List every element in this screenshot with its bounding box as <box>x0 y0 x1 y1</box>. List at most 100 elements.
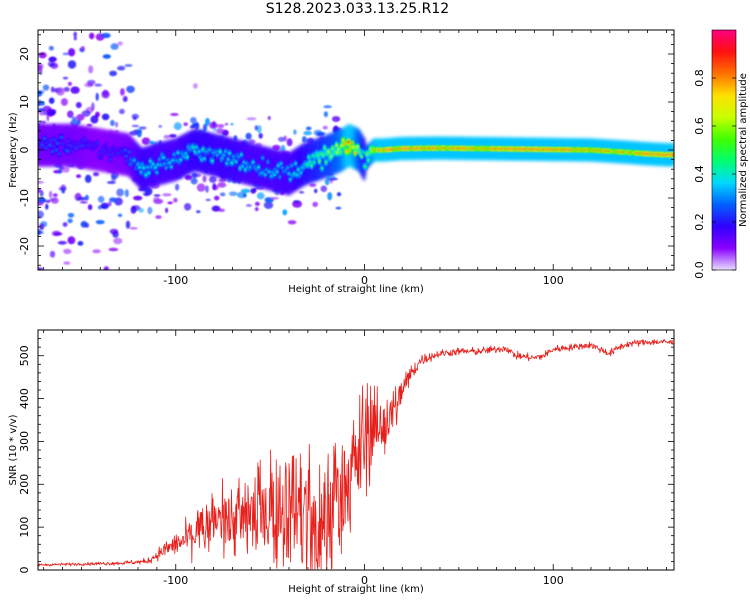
heatmap-cell <box>329 178 333 184</box>
heatmap-cell <box>40 143 44 147</box>
heatmap-cell <box>90 115 99 124</box>
heatmap-cell <box>45 203 49 210</box>
heatmap-cell <box>84 82 94 88</box>
heatmap-cell <box>256 125 262 134</box>
heatmap-cell <box>158 125 162 128</box>
heatmap-cell <box>179 158 183 162</box>
y-tick-label: 100 <box>18 517 31 538</box>
heatmap-cell <box>38 188 42 193</box>
heatmap-cell <box>176 151 180 155</box>
heatmap-cell <box>148 140 154 144</box>
heatmap-cell <box>195 145 198 149</box>
heatmap-cell <box>39 223 45 229</box>
heatmap-cell <box>70 86 80 94</box>
heatmap-cell <box>72 272 78 275</box>
heatmap-cell <box>48 143 52 147</box>
heatmap-cell <box>343 142 346 146</box>
heatmap-cell <box>92 172 100 177</box>
heatmap-cell <box>254 201 260 206</box>
heatmap-cell <box>364 165 367 169</box>
heatmap-cell <box>57 240 67 245</box>
heatmap-cell <box>44 146 48 150</box>
heatmap-cell <box>190 177 198 185</box>
heatmap-cell <box>38 62 44 71</box>
heatmap-cell <box>151 162 155 166</box>
heatmap-cell <box>196 183 206 192</box>
y-tick-label: 500 <box>18 345 31 366</box>
heatmap-cell <box>172 153 176 156</box>
x-tick-label: 0 <box>361 574 368 587</box>
heatmap-cell <box>184 174 193 181</box>
heatmap-cell <box>38 201 44 206</box>
heatmap-cell <box>217 124 225 128</box>
heatmap-cell <box>113 237 123 245</box>
heatmap-cell <box>224 130 229 137</box>
heatmap-cell <box>169 134 177 138</box>
y-tick-label: -10 <box>18 189 31 207</box>
heatmap-cell <box>102 54 111 59</box>
heatmap-cell <box>205 198 211 202</box>
y-tick-label: 0 <box>18 147 31 154</box>
heatmap-cell <box>77 241 84 246</box>
heatmap-cell <box>63 86 70 92</box>
heatmap-cell <box>218 150 222 154</box>
heatmap-cell <box>245 204 252 207</box>
heatmap-cell <box>46 113 50 122</box>
heatmap-cell <box>67 81 72 86</box>
heatmap-cell <box>117 65 126 71</box>
y-tick-label: 200 <box>18 474 31 495</box>
heatmap-cell <box>216 128 224 134</box>
heatmap-cell <box>323 146 327 150</box>
heatmap-cell <box>269 197 280 200</box>
heatmap-cell <box>57 152 61 156</box>
heatmap-cell <box>95 220 105 225</box>
heatmap-cell <box>162 193 172 197</box>
heatmap-cell <box>89 32 95 40</box>
heatmap-cell <box>226 158 230 161</box>
heatmap-cell <box>79 201 88 204</box>
heatmap-cell <box>286 166 290 170</box>
heatmap-cell <box>159 163 163 167</box>
heatmap-cell <box>184 203 192 211</box>
heatmap-cell <box>63 261 71 265</box>
heatmap-cell <box>106 181 116 184</box>
heatmap-cell <box>230 123 234 126</box>
heatmap-cell <box>109 197 117 203</box>
heatmap-cell <box>278 175 282 179</box>
heatmap-cell <box>108 247 119 252</box>
heatmap-cell <box>293 129 297 135</box>
heatmap-cell <box>307 155 311 159</box>
heatmap-cell <box>38 52 47 59</box>
x-tick-label: 100 <box>543 574 564 587</box>
heatmap-cell <box>267 116 271 120</box>
heatmap-cell <box>164 166 168 170</box>
heatmap-cell <box>162 156 165 159</box>
heatmap-cell <box>217 182 227 188</box>
heatmap-cell <box>147 171 151 175</box>
heatmap-cell <box>323 111 328 118</box>
heatmap-cell <box>37 16 45 21</box>
snr-panel: -100 0 100 0 100 200 300 400 500 Height of strai… <box>8 329 675 595</box>
heatmap-cell <box>246 117 257 121</box>
heatmap-cell <box>183 122 188 126</box>
heatmap-cell <box>76 174 82 178</box>
heatmap-cell <box>163 134 170 139</box>
heatmap-cell <box>218 208 225 212</box>
heatmap-cell <box>109 70 117 77</box>
heatmap-cell <box>38 267 44 270</box>
heatmap-cell <box>51 197 59 204</box>
heatmap-cell <box>62 52 70 56</box>
heatmap-cell <box>240 188 251 193</box>
heatmap-cell <box>62 222 68 227</box>
heatmap-cell <box>299 171 303 175</box>
heatmap-cell <box>49 138 53 142</box>
heatmap-cell <box>318 159 321 163</box>
heatmap-cell <box>79 30 81 31</box>
heatmap-cell <box>240 153 243 157</box>
heatmap-cell <box>310 164 313 168</box>
heatmap-cell <box>329 154 333 158</box>
heatmap-cell <box>256 192 265 200</box>
heatmap-cell <box>323 105 332 109</box>
heatmap-cell <box>294 162 297 165</box>
heatmap-cell <box>148 159 152 163</box>
